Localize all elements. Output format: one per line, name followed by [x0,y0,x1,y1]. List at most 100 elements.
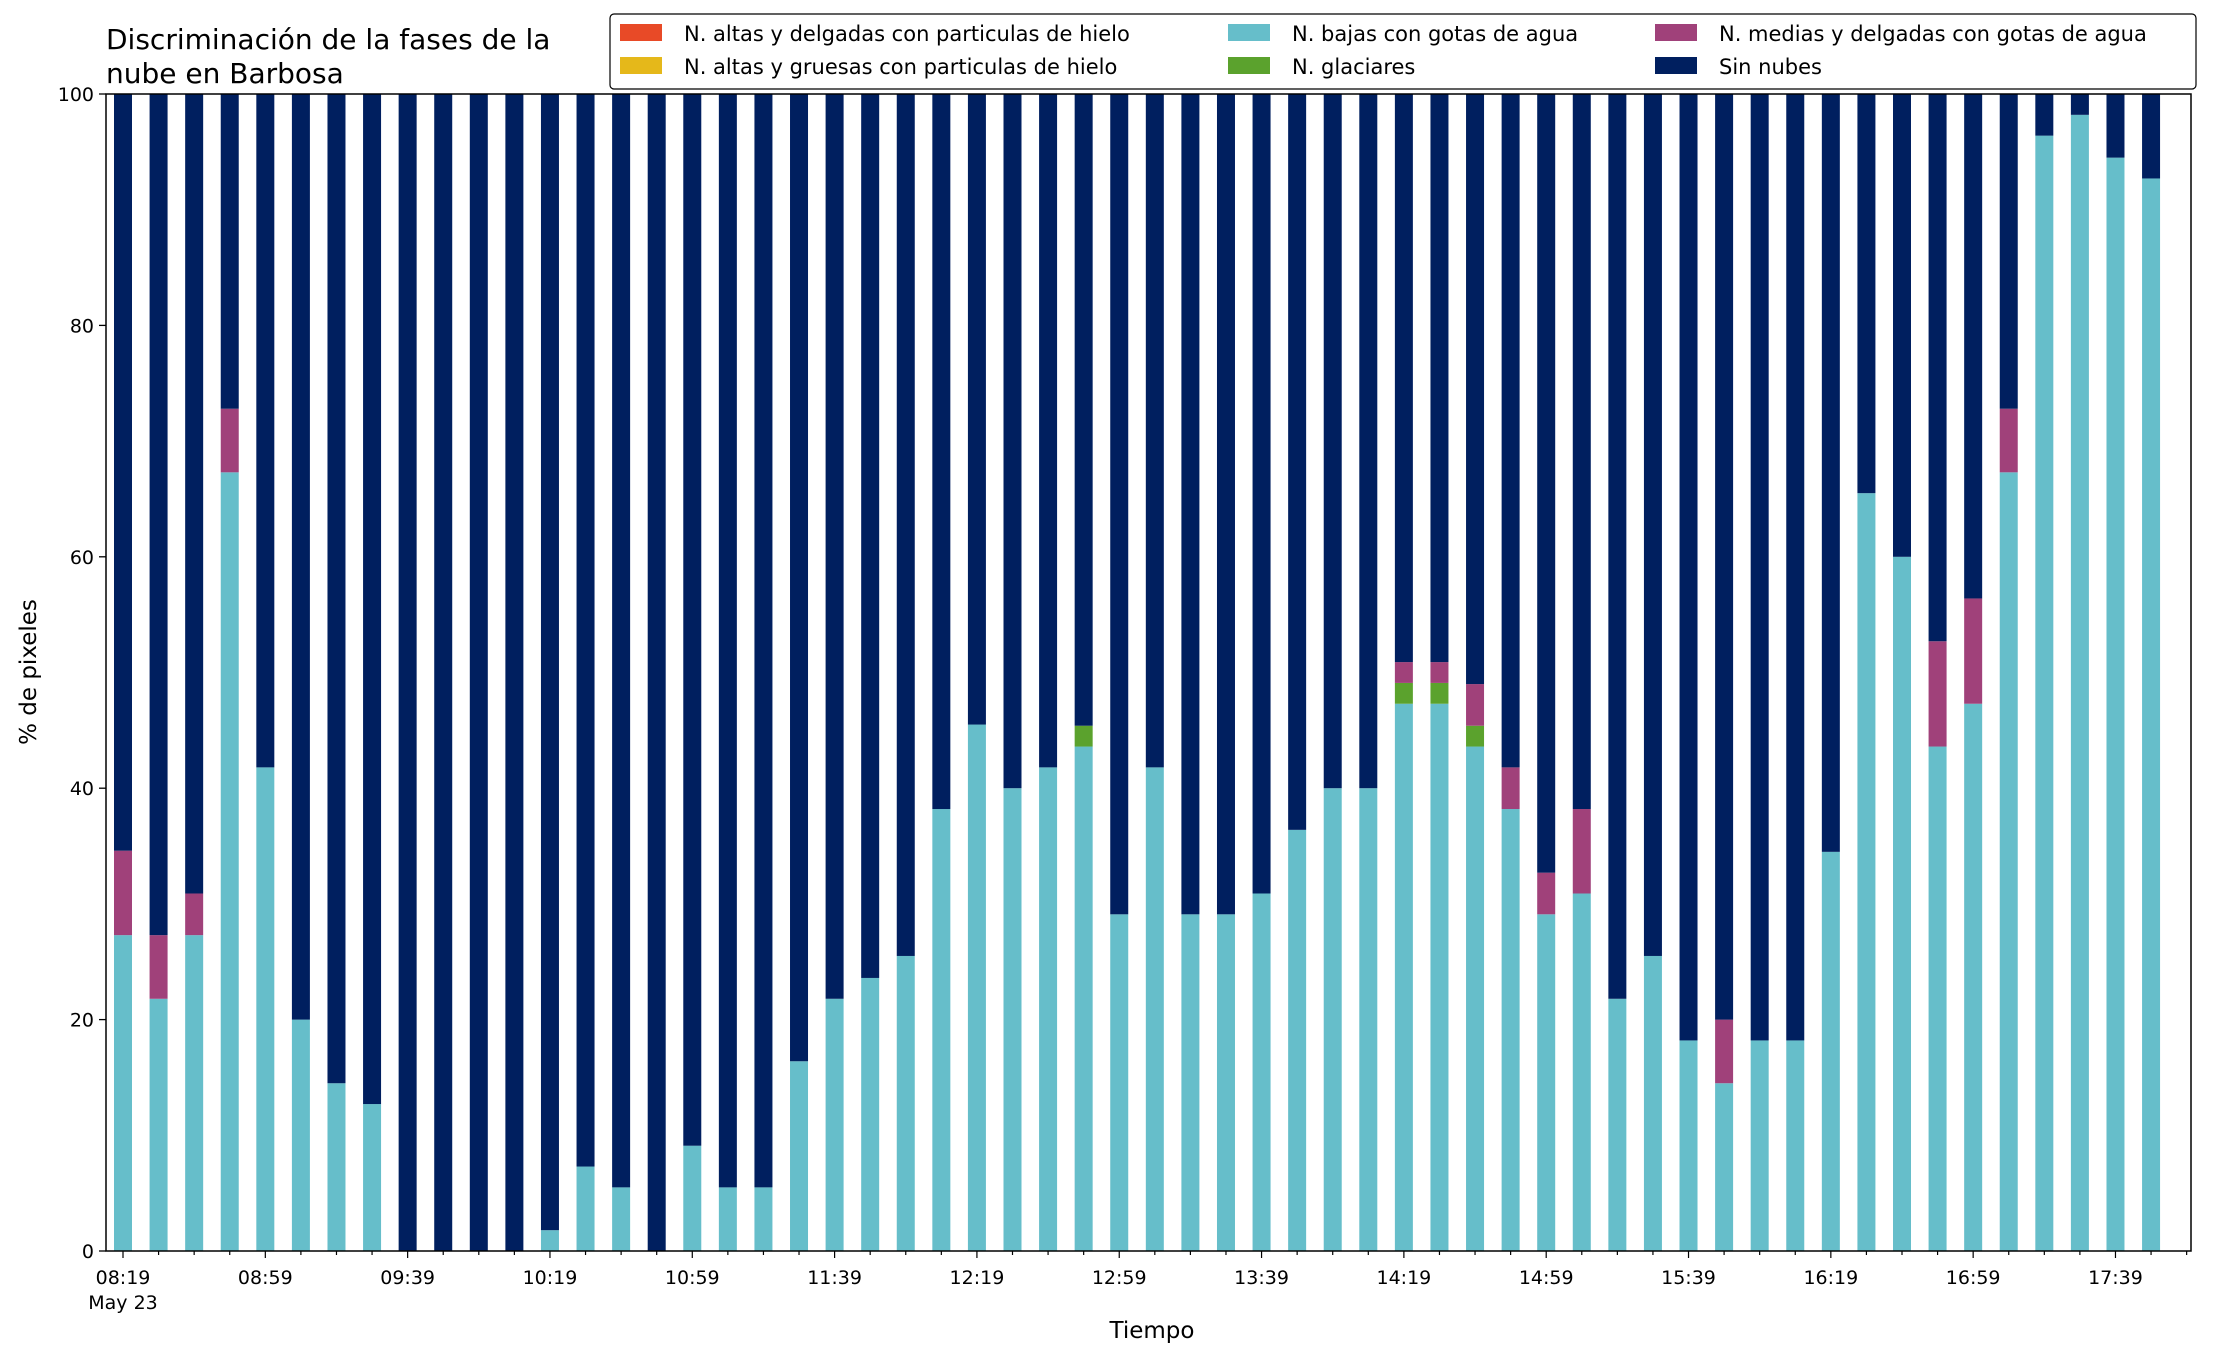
legend-swatch-glaciares [1228,57,1270,74]
bar-bajas-19 [790,1061,809,1251]
bar-sin-nubes-29 [1145,94,1164,768]
legend-label-sin-nubes: Sin nubes [1719,55,1822,79]
bar-bajas-55 [2070,114,2089,1252]
x-axis: 08:19 08:59 09:39 10:19 10:59 11:39 12:19 12:59… [88,1251,2188,1314]
x-tick-label-11: 15:39 [1661,1267,1716,1289]
bar-medias-37 [1430,662,1449,683]
bar-bajas-22 [896,955,915,1251]
x-tick-label-2: 09:39 [380,1267,435,1289]
bar-sin-nubes-41 [1572,94,1591,810]
bar-sin-nubes-32 [1252,94,1271,894]
y-tick-label-60: 60 [70,547,94,569]
bar-bajas-24 [967,724,986,1251]
bar-bajas-16 [683,1145,702,1251]
bar-sin-nubes-47 [1786,94,1805,1041]
bar-bajas-32 [1252,893,1271,1251]
bar-sin-nubes-13 [576,94,595,1167]
y-tick-label-100: 100 [58,84,94,106]
x-tick-label-1: 08:59 [238,1267,293,1289]
bar-medias-2 [185,893,204,936]
bar-sin-nubes-31 [1216,94,1235,915]
bar-sin-nubes-10 [469,94,488,1251]
bar-sin-nubes-52 [1964,94,1983,599]
legend-swatch-medias [1655,24,1697,41]
bar-bajas-0 [114,935,132,1251]
bar-medias-39 [1501,767,1520,810]
chart-title-line-1: Discriminación de la fases de la [106,23,550,56]
x-tick-sublabel: May 23 [88,1292,158,1314]
bar-sin-nubes-48 [1821,94,1840,852]
bar-sin-nubes-34 [1323,94,1342,789]
bar-sin-nubes-19 [790,94,809,1062]
bar-bajas-39 [1501,809,1520,1251]
bar-sin-nubes-21 [861,94,880,978]
bar-sin-nubes-40 [1537,94,1556,873]
bar-bajas-12 [540,1230,559,1251]
plot-frame [105,93,2192,1252]
bar-sin-nubes-42 [1608,94,1627,999]
bar-medias-45 [1715,1019,1734,1084]
bar-medias-51 [1928,641,1947,747]
bar-bajas-35 [1359,788,1378,1251]
bar-bajas-57 [2142,178,2161,1252]
legend-label-altas-delgadas: N. altas y delgadas con particulas de hi… [684,22,1130,46]
bar-medias-41 [1572,809,1591,894]
bar-sin-nubes-20 [825,94,844,999]
bar-bajas-46 [1750,1040,1769,1251]
bar-sin-nubes-56 [2106,94,2125,158]
bar-medias-38 [1466,684,1485,726]
bar-bajas-14 [612,1187,631,1251]
x-tick-label-12: 16:19 [1803,1267,1858,1289]
x-tick-label-6: 12:19 [950,1267,1005,1289]
bar-sin-nubes-12 [540,94,559,1231]
bar-sin-nubes-18 [754,94,773,1188]
bar-bajas-56 [2106,157,2125,1251]
x-tick-label-7: 12:59 [1092,1267,1147,1289]
bar-sin-nubes-33 [1288,94,1307,830]
bar-sin-nubes-22 [896,94,915,956]
bar-sin-nubes-37 [1430,94,1449,663]
bar-bajas-36 [1394,703,1413,1251]
x-tick-label-0: 08:19 [96,1267,151,1289]
x-tick-label-13: 16:59 [1946,1267,2001,1289]
x-tick-label-8: 13:39 [1234,1267,1289,1289]
bar-sin-nubes-15 [647,94,666,1251]
bar-glaciares-37 [1430,682,1449,704]
x-axis-label: Tiempo [1109,1318,1195,1344]
bar-bajas-17 [718,1187,737,1251]
bar-sin-nubes-11 [505,94,524,1251]
bar-medias-36 [1394,662,1413,683]
bar-bajas-2 [185,935,204,1251]
bar-sin-nubes-28 [1110,94,1129,915]
bar-sin-nubes-4 [256,94,275,768]
x-tick-label-4: 10:59 [665,1267,720,1289]
bar-medias-0 [114,850,132,936]
bar-bajas-42 [1608,998,1627,1251]
bar-sin-nubes-54 [2035,94,2054,136]
bar-bajas-23 [932,809,951,1251]
bar-sin-nubes-43 [1643,94,1662,956]
y-tick-label-80: 80 [70,315,94,337]
chart-title-line-2: nube en Barbosa [106,57,344,90]
bar-sin-nubes-38 [1466,94,1485,685]
x-tick-label-9: 14:19 [1376,1267,1431,1289]
y-axis: 0 20 40 60 80 100 [58,84,106,1263]
bar-bajas-52 [1964,703,1983,1251]
bar-sin-nubes-39 [1501,94,1520,768]
bar-sin-nubes-9 [434,94,453,1251]
bar-sin-nubes-26 [1039,94,1058,768]
bar-glaciares-36 [1394,682,1413,704]
bar-medias-53 [1999,408,2018,473]
bar-bajas-27 [1074,746,1093,1251]
bar-bajas-4 [256,767,275,1251]
bar-bajas-26 [1039,767,1058,1251]
y-tick-label-0: 0 [82,1241,94,1263]
x-tick-label-14: 17:39 [2088,1267,2143,1289]
bar-bajas-44 [1679,1040,1698,1251]
bar-bajas-18 [754,1187,773,1251]
bar-sin-nubes-17 [718,94,737,1188]
bar-bajas-34 [1323,788,1342,1251]
bar-sin-nubes-2 [185,94,204,894]
legend-swatch-bajas [1228,24,1270,41]
bar-bajas-45 [1715,1083,1734,1251]
